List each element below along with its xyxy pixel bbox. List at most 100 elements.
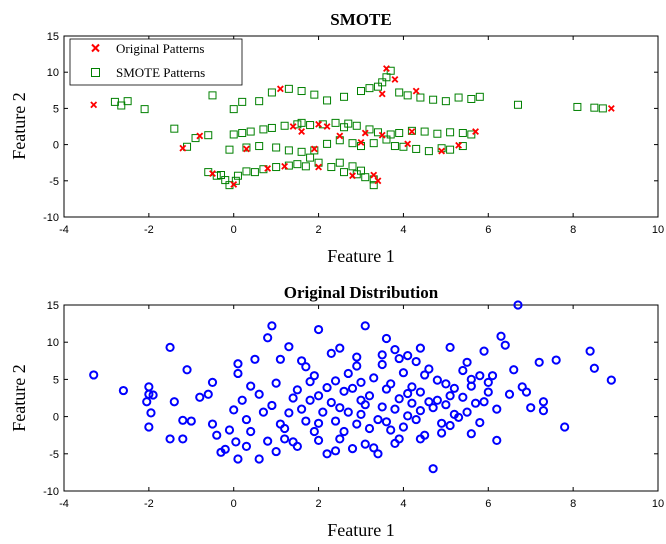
smote-pattern-point xyxy=(250,168,259,177)
smote-pattern-point xyxy=(310,90,319,99)
distribution-point xyxy=(284,342,294,352)
smote-pattern-point xyxy=(357,87,365,96)
smote-x-tick-label: 6 xyxy=(485,224,491,236)
smote-pattern-point xyxy=(242,143,251,152)
distribution-x-tick-label: 8 xyxy=(570,498,576,510)
original-pattern-point xyxy=(391,76,399,83)
distribution-point xyxy=(411,356,421,367)
distribution-point xyxy=(458,392,468,402)
distribution-y-tick-label: -5 xyxy=(49,449,59,461)
distribution-point xyxy=(437,418,447,428)
original-pattern-point xyxy=(607,104,615,112)
distribution-point xyxy=(326,397,336,408)
distribution-point xyxy=(445,420,455,431)
distribution-point xyxy=(415,387,425,397)
smote-pattern-point xyxy=(416,93,425,102)
distribution-point xyxy=(470,398,481,408)
distribution-plot-area xyxy=(63,304,659,492)
distribution-point xyxy=(254,454,264,464)
distribution-point xyxy=(521,387,532,397)
distribution-point xyxy=(364,423,375,434)
smote-y-tick-label: 0 xyxy=(53,140,59,152)
smote-x-tick-label: 8 xyxy=(570,224,576,236)
distribution-point xyxy=(212,430,222,440)
distribution-point xyxy=(203,389,213,399)
distribution-point xyxy=(360,439,370,449)
distribution-point xyxy=(335,434,345,444)
smote-pattern-point xyxy=(229,130,238,139)
smote-pattern-point xyxy=(284,84,293,93)
distribution-point xyxy=(309,371,319,381)
distribution-point xyxy=(437,428,447,438)
smote-pattern-point xyxy=(212,171,221,180)
distribution-point xyxy=(229,405,239,415)
distribution-title: Original Distribution xyxy=(284,283,439,302)
distribution-point xyxy=(284,408,294,418)
distribution-point xyxy=(352,352,362,362)
smote-pattern-point xyxy=(140,105,149,114)
distribution-point xyxy=(297,356,307,366)
smote-pattern-point xyxy=(395,129,404,138)
distribution-point xyxy=(330,416,341,426)
smote-y-tick-label: -10 xyxy=(43,212,59,224)
distribution-point xyxy=(475,417,485,428)
smote-y-tick-label: 15 xyxy=(47,31,59,43)
smote-pattern-point xyxy=(513,100,522,109)
smote-pattern-point xyxy=(327,163,336,172)
distribution-point xyxy=(233,368,243,379)
distribution-panel: Original Distribution -4 -2 0 2 4 6 8 10 -10 -5 0 5… xyxy=(9,283,664,540)
smote-pattern-point xyxy=(454,93,463,102)
smote-x-tick-label: 4 xyxy=(400,224,406,236)
distribution-point xyxy=(322,382,332,393)
distribution-point xyxy=(483,387,493,397)
distribution-x-tick-label: 2 xyxy=(316,498,322,510)
smote-pattern-point xyxy=(335,158,344,167)
distribution-point xyxy=(462,357,472,367)
distribution-ticks: -4 -2 0 2 4 6 8 10 -10 -5 0 5 10 15 xyxy=(43,300,664,510)
distribution-point xyxy=(356,409,366,419)
original-pattern-point xyxy=(472,128,479,136)
distribution-point xyxy=(475,371,485,381)
distribution-point xyxy=(207,419,218,429)
smote-pattern-point xyxy=(352,121,361,130)
distribution-y-tick-label: -10 xyxy=(43,486,59,498)
distribution-point xyxy=(526,403,536,413)
distribution-point xyxy=(538,397,549,407)
original-pattern-point xyxy=(404,140,412,148)
distribution-point xyxy=(398,368,409,378)
original-pattern-point xyxy=(230,180,238,188)
smote-pattern-point xyxy=(390,142,399,151)
distribution-x-tick-label: -4 xyxy=(59,498,69,510)
smote-pattern-point xyxy=(272,163,281,172)
smote-pattern-point xyxy=(267,123,276,132)
smote-pattern-point xyxy=(573,102,582,111)
smote-pattern-point xyxy=(238,129,247,138)
smote-pattern-point xyxy=(340,123,349,132)
distribution-point xyxy=(318,407,328,417)
distribution-point xyxy=(377,402,387,412)
distribution-point xyxy=(224,425,235,435)
smote-pattern-point xyxy=(424,147,433,156)
smote-panel: SMOTE -4 -2 0 2 4 6 8 10 -10 -5 0 5 10 15 Feature 1 F… xyxy=(9,10,664,266)
distribution-marks xyxy=(89,300,616,474)
original-pattern-point xyxy=(378,90,386,98)
distribution-point xyxy=(492,435,502,446)
distribution-point xyxy=(326,348,336,358)
smote-pattern-point xyxy=(441,97,450,106)
distribution-y-tick-label: 0 xyxy=(53,412,59,424)
smote-pattern-point xyxy=(221,176,230,185)
smote-pattern-point xyxy=(259,125,268,134)
smote-pattern-point xyxy=(420,127,429,136)
smote-pattern-point xyxy=(369,181,378,190)
distribution-point xyxy=(356,377,366,387)
smote-pattern-point xyxy=(231,176,240,185)
distribution-point xyxy=(233,359,243,369)
smote-ticks: -4 -2 0 2 4 6 8 10 -10 -5 0 5 10 15 xyxy=(43,31,664,236)
distribution-point xyxy=(271,378,281,388)
distribution-point xyxy=(267,321,277,331)
smote-pattern-point xyxy=(590,103,599,112)
distribution-point xyxy=(313,435,324,446)
distribution-point xyxy=(407,398,417,408)
legend-smote-label: SMOTE Patterns xyxy=(116,65,205,80)
distribution-y-tick-label: 15 xyxy=(47,300,59,312)
